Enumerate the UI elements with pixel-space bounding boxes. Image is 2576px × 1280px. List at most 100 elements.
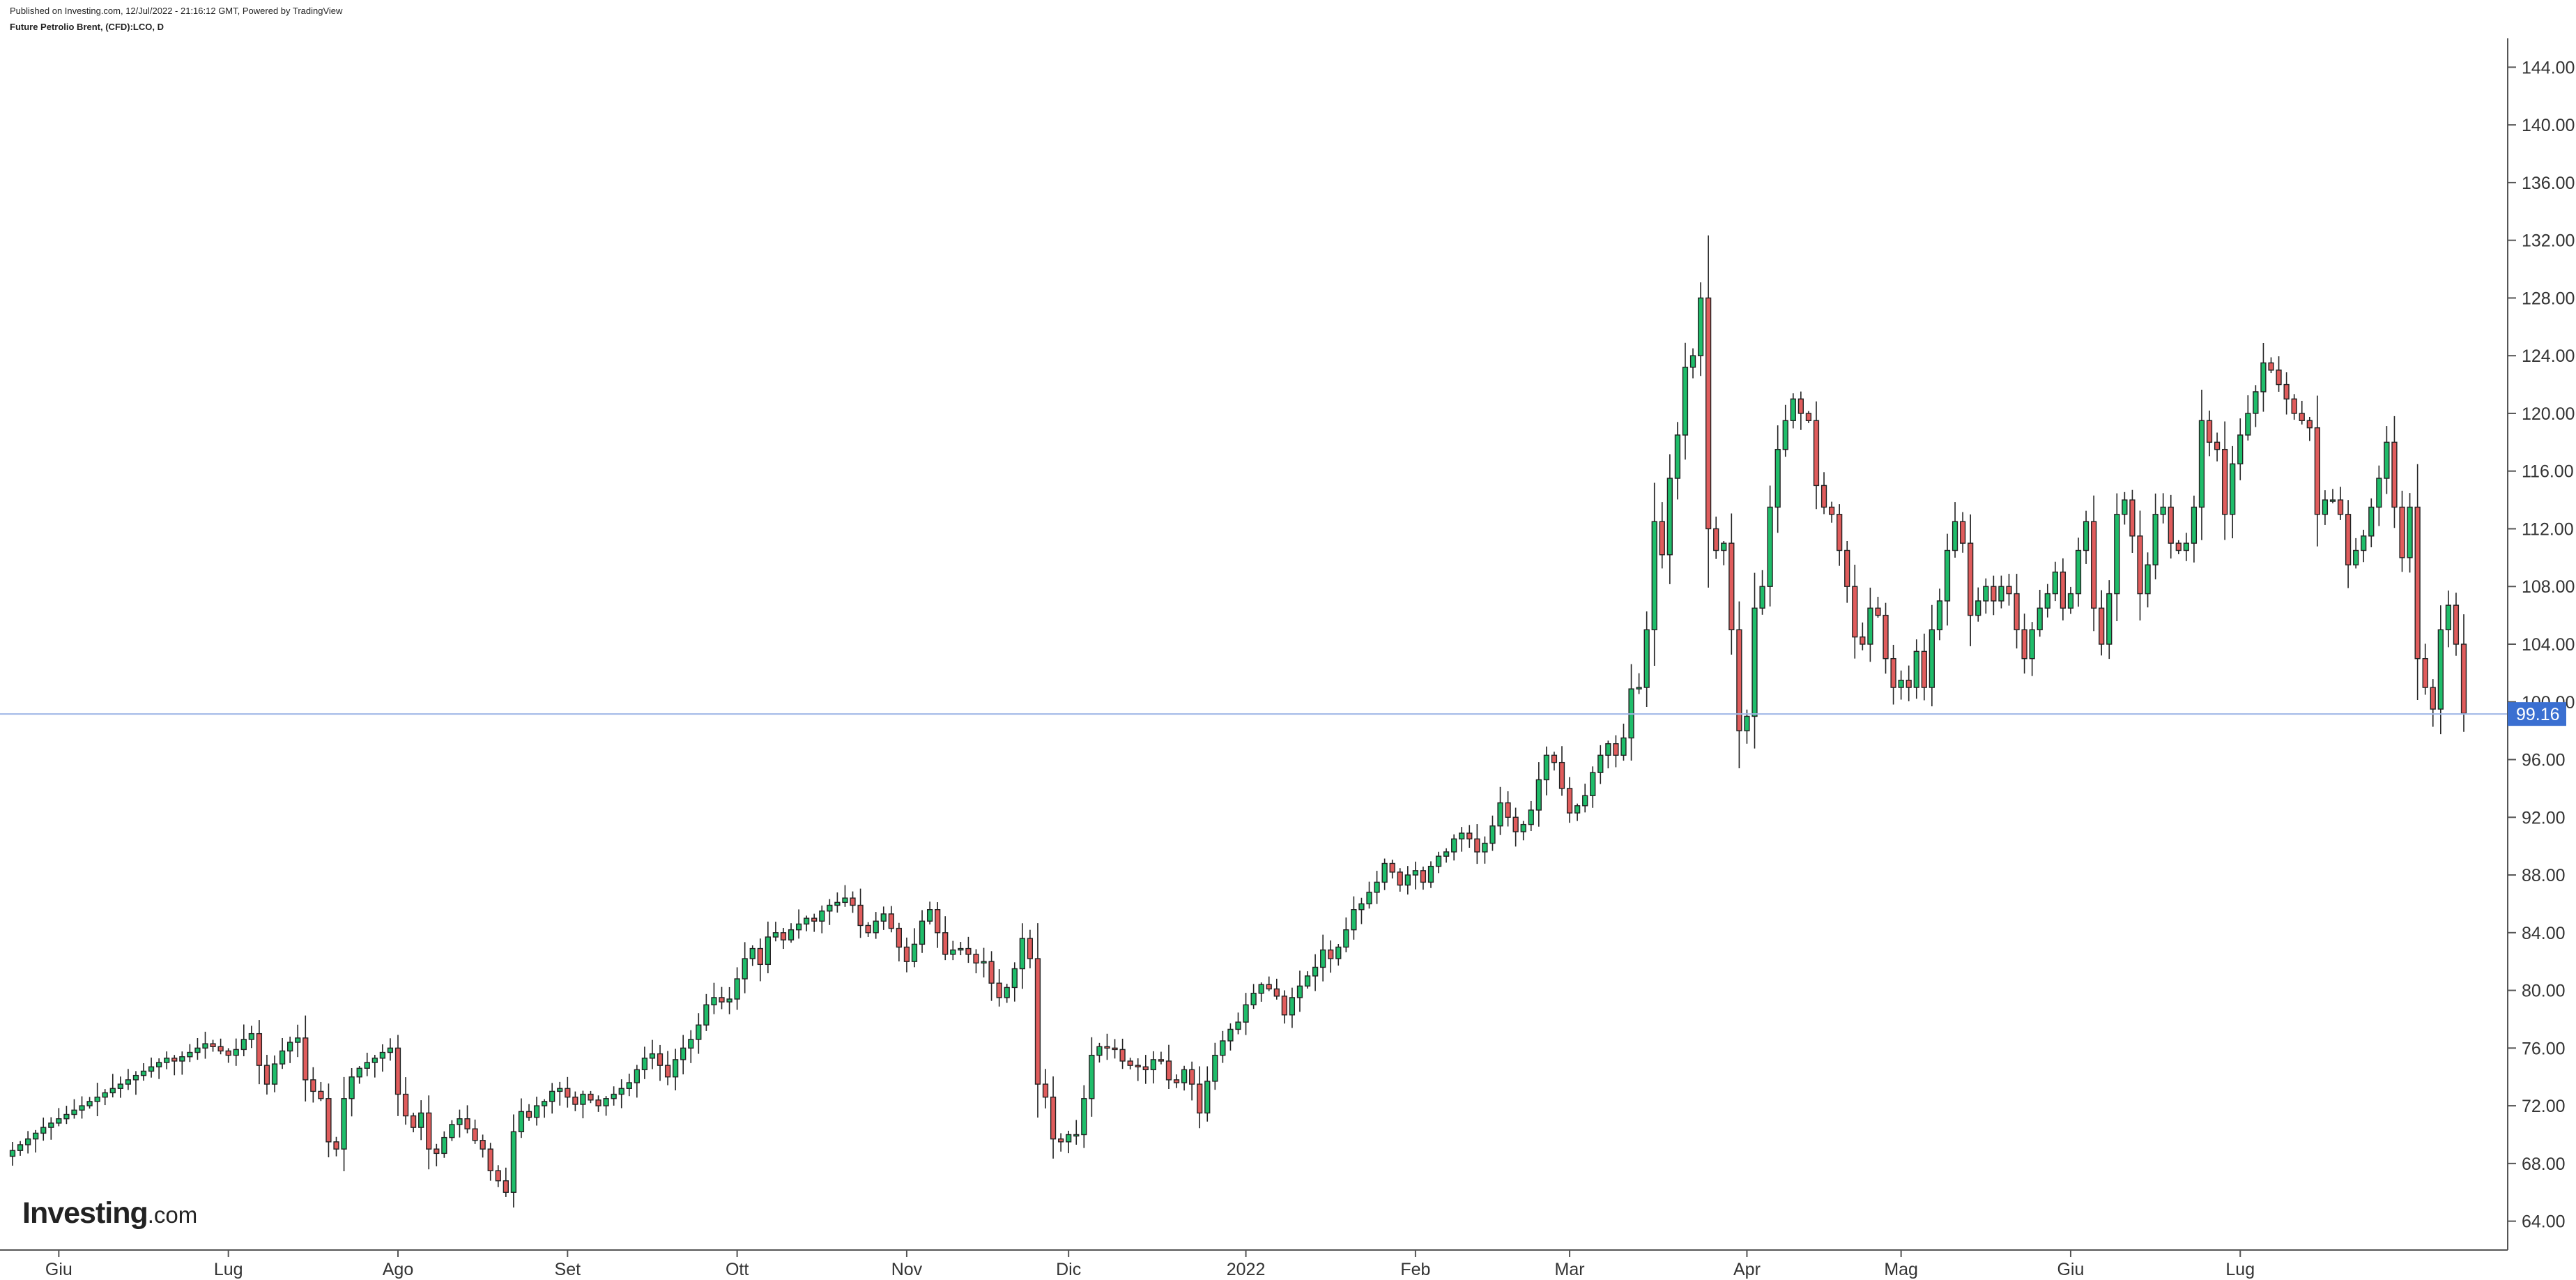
candle-body-up: [1374, 881, 1380, 893]
candle: [1427, 861, 1434, 888]
candle-body-up: [194, 1047, 201, 1053]
candle: [472, 1119, 478, 1144]
candle-body-down: [402, 1093, 409, 1117]
candle: [356, 1066, 362, 1084]
candle-body-down: [302, 1037, 309, 1081]
candle-body-up: [2198, 420, 2205, 508]
candle-body-down: [1659, 521, 1665, 556]
candle-body-up: [2114, 514, 2120, 595]
candle-body-down: [857, 904, 864, 927]
candle-body-up: [117, 1083, 123, 1089]
candle: [348, 1067, 355, 1117]
candle-body-down: [1189, 1069, 1195, 1085]
candle: [202, 1031, 208, 1059]
candle: [981, 947, 987, 978]
candle-body-up: [179, 1056, 185, 1062]
candle-body-up: [827, 904, 833, 912]
candle-body-down: [1705, 297, 1712, 530]
candle: [880, 906, 887, 930]
candle: [1381, 858, 1388, 890]
candle-body-up: [1590, 772, 1596, 796]
candle-body-up: [140, 1070, 147, 1076]
candle-body-down: [434, 1148, 440, 1155]
candle: [1189, 1061, 1195, 1101]
candle-body-up: [1543, 754, 1550, 781]
candle: [2029, 622, 2035, 676]
candle: [441, 1131, 447, 1158]
candle: [1782, 404, 1788, 457]
y-tick-label: 80.00: [2522, 982, 2566, 1001]
candle: [1613, 735, 1619, 768]
candle-body-down: [572, 1096, 578, 1105]
candle: [233, 1038, 239, 1066]
candle: [480, 1134, 486, 1158]
candle: [780, 927, 787, 950]
candle: [102, 1089, 108, 1106]
candle-body-up: [834, 901, 841, 906]
candle-body-up: [1520, 823, 1526, 832]
candle-body-down: [1057, 1138, 1064, 1143]
candle-body-up: [1004, 986, 1010, 998]
candle-body-up: [71, 1109, 77, 1115]
candle-body-down: [410, 1115, 417, 1128]
candle: [2206, 410, 2213, 457]
candle: [1682, 342, 1689, 460]
candle: [896, 922, 902, 962]
candle: [634, 1065, 640, 1098]
candle: [565, 1076, 571, 1108]
candle: [742, 942, 748, 993]
candle: [318, 1081, 324, 1102]
candle-body-down: [526, 1111, 532, 1118]
candle-body-up: [1482, 842, 1488, 853]
candle: [935, 902, 941, 948]
candle: [394, 1035, 401, 1116]
candle-body-down: [1112, 1047, 1118, 1051]
candle: [719, 986, 725, 1009]
candle-body-up: [2029, 629, 2035, 660]
candle-body-up: [156, 1062, 162, 1067]
candle: [9, 1141, 16, 1166]
candle-body-down: [988, 961, 995, 984]
candle-body-up: [1019, 938, 1025, 970]
x-tick-label: Lug: [2225, 1260, 2255, 1279]
candle-body-down: [2314, 427, 2320, 515]
candle: [580, 1090, 586, 1119]
candle-body-down: [1273, 988, 1280, 997]
candle: [711, 982, 717, 1014]
candle: [726, 986, 733, 1014]
candle-body-up: [1220, 1040, 1226, 1056]
candle-body-down: [2337, 499, 2344, 515]
candle-body-up: [1066, 1134, 1072, 1143]
candle: [772, 922, 779, 942]
candle: [71, 1099, 77, 1119]
candle-body-up: [1227, 1028, 1234, 1042]
candle-body-down: [210, 1043, 216, 1047]
candle: [526, 1104, 532, 1121]
candle: [1404, 866, 1411, 895]
candle: [1328, 940, 1334, 973]
candle-body-down: [2091, 521, 2097, 609]
candle-body-down: [973, 954, 979, 963]
candle-body-up: [2361, 535, 2367, 551]
candle: [364, 1053, 370, 1076]
candle: [2145, 552, 2151, 608]
candle: [541, 1099, 548, 1118]
candle: [2060, 558, 2067, 620]
candle: [225, 1048, 231, 1063]
candle-body-up: [1381, 862, 1388, 883]
candle-body-up: [387, 1047, 394, 1053]
candle-body-up: [348, 1076, 355, 1099]
candle: [1512, 807, 1519, 847]
x-tick-label: Ott: [726, 1260, 749, 1279]
candle: [240, 1024, 247, 1057]
candle: [1837, 504, 1843, 566]
candle-body-up: [1081, 1098, 1087, 1136]
candle-body-down: [318, 1090, 324, 1099]
candle: [2306, 416, 2313, 441]
x-axis-ticks: Giu Lug Ago Set Ott Nov Dic 2022 Feb Mar Apr Mag Giu…: [45, 1250, 2255, 1279]
candle: [688, 1030, 694, 1063]
last-price-tag: 99.16: [2508, 702, 2566, 726]
candle-body-down: [1991, 586, 1997, 602]
candle-body-up: [1643, 629, 1650, 688]
